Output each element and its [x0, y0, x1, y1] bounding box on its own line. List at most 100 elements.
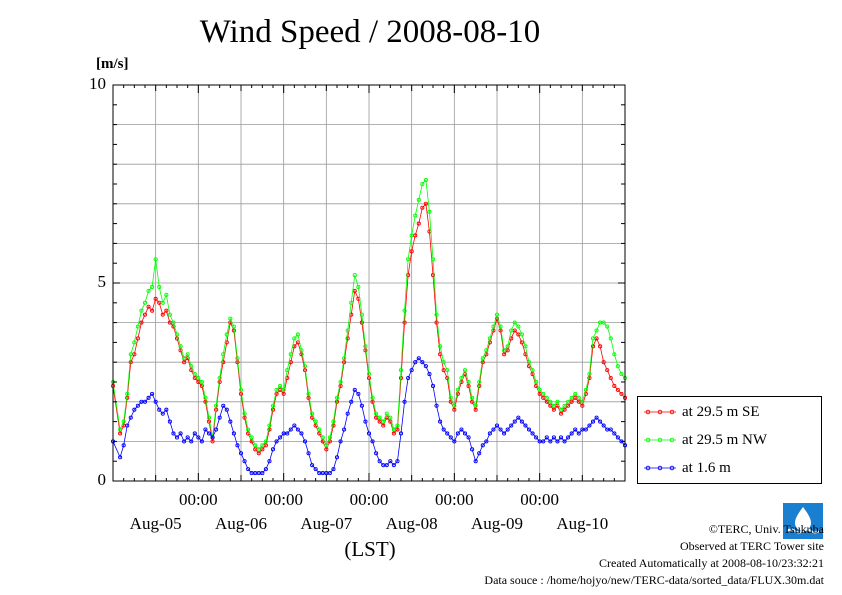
data-point [306, 451, 311, 456]
data-point [498, 324, 503, 329]
data-point [519, 332, 524, 337]
credit-created: Created Automatically at 2008-08-10/23:3… [599, 556, 824, 570]
data-point [548, 399, 553, 404]
data-point [142, 399, 148, 404]
data-point [580, 399, 585, 404]
data-point [302, 439, 308, 444]
legend-label: at 1.6 m [682, 459, 731, 476]
data-point [270, 447, 276, 452]
data-point [334, 395, 340, 400]
data-point [374, 451, 379, 456]
data-point [324, 443, 329, 448]
data-point [427, 372, 432, 377]
data-point [281, 391, 286, 396]
data-point [537, 387, 542, 392]
data-point [164, 407, 169, 412]
data-point [274, 439, 279, 444]
data-point [452, 439, 457, 444]
data-point [146, 304, 151, 309]
terc-logo [783, 503, 823, 539]
data-point [473, 407, 478, 412]
data-point [473, 459, 478, 464]
data-point [395, 423, 400, 428]
data-point [214, 403, 219, 408]
legend-swatch [644, 465, 676, 471]
data-point [302, 364, 308, 369]
data-point [391, 427, 396, 432]
data-point [263, 439, 268, 444]
data-point [409, 249, 414, 254]
data-point [420, 181, 425, 187]
data-point [452, 407, 457, 412]
data-point [505, 427, 510, 432]
data-point [135, 403, 140, 408]
data-point [590, 336, 596, 341]
data-point [416, 221, 421, 226]
x-axis-label: (LST) [344, 537, 396, 561]
data-point [192, 431, 197, 436]
data-point [160, 300, 165, 305]
data-point [619, 391, 624, 396]
data-point [246, 427, 251, 432]
data-point [182, 356, 187, 361]
data-point [594, 328, 599, 333]
data-point [505, 344, 510, 349]
data-point [214, 427, 219, 432]
data-point [182, 360, 187, 365]
data-point [583, 427, 588, 432]
data-point [566, 399, 571, 404]
data-point [438, 419, 443, 424]
data-point [249, 435, 254, 440]
data-point [605, 368, 610, 373]
data-point [349, 300, 354, 305]
data-point [509, 423, 514, 428]
data-point [445, 368, 450, 373]
data-point [398, 375, 404, 381]
data-point [409, 233, 414, 238]
data-point [406, 257, 411, 262]
data-point [174, 332, 180, 337]
data-point [132, 407, 137, 412]
data-point [317, 427, 322, 432]
data-point [228, 316, 233, 321]
data-point [128, 415, 133, 420]
grid-lines [113, 85, 625, 481]
data-point [366, 431, 372, 436]
data-point [480, 356, 485, 361]
chart-legend: at 29.5 m SE at 29.5 m NW at 1.6 m [637, 396, 822, 484]
data-point [498, 427, 503, 432]
data-point [327, 435, 332, 440]
data-point [608, 427, 613, 432]
data-point [167, 419, 172, 424]
data-point [562, 403, 567, 408]
data-point [174, 435, 180, 440]
data-point [398, 368, 404, 373]
data-point [455, 387, 460, 392]
x-time-tick-label: 00:00 [434, 490, 474, 509]
y-axis-unit-label: [m/s] [96, 56, 129, 72]
x-time-tick-label: 00:00 [178, 490, 218, 509]
data-point [342, 427, 347, 432]
y-tick-label: 10 [89, 74, 106, 93]
x-date-tick-label: Aug-06 [215, 514, 267, 533]
legend-entry: at 29.5 m NW [644, 430, 767, 450]
data-point [423, 201, 428, 206]
data-point [615, 387, 620, 392]
data-point [132, 340, 137, 345]
data-point [224, 332, 229, 337]
data-point [526, 360, 532, 365]
credit-observed: Observed at TERC Tower site [679, 539, 824, 553]
data-point [278, 383, 283, 389]
data-point [388, 459, 393, 464]
data-point [189, 364, 194, 369]
data-point [377, 415, 382, 420]
data-point [406, 273, 411, 278]
data-point [118, 431, 123, 436]
data-point [210, 435, 215, 440]
data-point [242, 459, 247, 464]
data-point [221, 403, 226, 408]
data-point [206, 431, 212, 436]
data-point [413, 213, 418, 218]
data-point [345, 411, 350, 416]
data-point [299, 348, 304, 353]
